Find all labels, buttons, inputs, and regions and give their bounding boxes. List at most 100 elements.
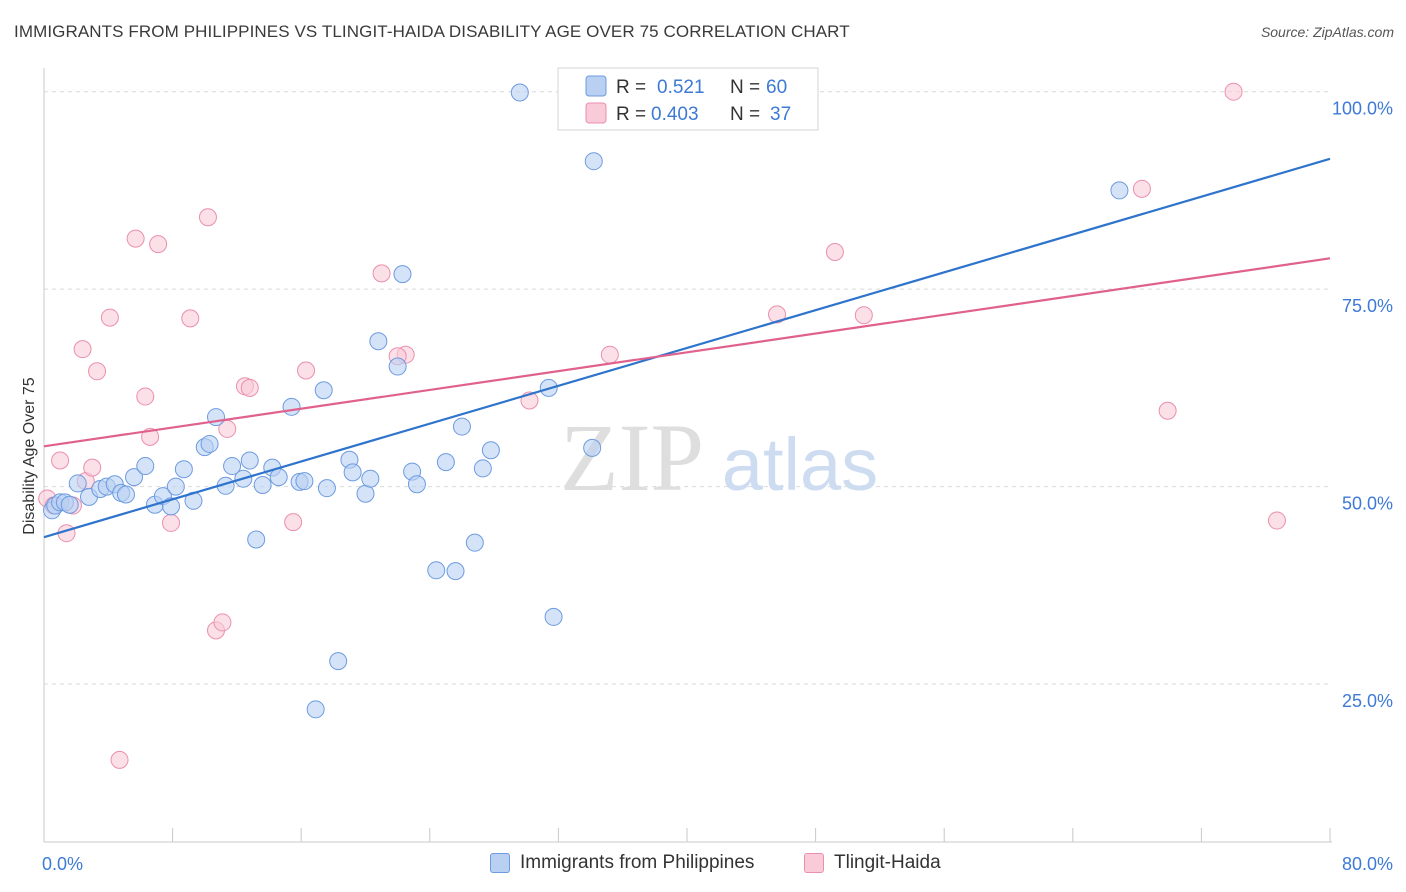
- legend-swatch-philippines: [490, 853, 510, 873]
- y-axis-label: Disability Age Over 75: [21, 377, 38, 535]
- philippines-point: [174, 460, 193, 479]
- philippines-point: [240, 451, 259, 470]
- philippines-point: [343, 463, 362, 482]
- legend-n-value-pink: 37: [770, 104, 791, 125]
- philippines-points: [43, 83, 1129, 719]
- legend-r-label-blue: R =: [616, 77, 646, 98]
- tlingit-haida-point: [213, 613, 232, 632]
- tlingit-haida-point: [100, 308, 119, 327]
- legend-item-tlingit-haida[interactable]: Tlingit-Haida: [804, 852, 941, 874]
- philippines-point: [452, 417, 471, 436]
- philippines-point: [583, 438, 602, 457]
- tick-labels: 25.0% 50.0% 75.0% 100.0% 0.0% 80.0%: [42, 99, 1393, 874]
- philippines-point: [247, 530, 266, 549]
- series-legend: Immigrants from Philippines Tlingit-Haid…: [0, 852, 1406, 878]
- philippines-point: [136, 457, 155, 476]
- tlingit-haida-point: [372, 264, 391, 283]
- y-tick-label: 100.0%: [1332, 99, 1393, 119]
- philippines-point: [116, 485, 135, 504]
- tlingit-haida-point: [181, 309, 200, 328]
- philippines-point: [356, 484, 375, 503]
- y-tick-label: 25.0%: [1342, 691, 1393, 711]
- tlingit-haida-point: [51, 451, 70, 470]
- philippines-point: [60, 495, 79, 514]
- legend-r-label-pink: R =: [616, 104, 646, 125]
- tlingit-haida-point: [768, 305, 787, 324]
- philippines-point: [282, 397, 301, 416]
- legend-item-philippines[interactable]: Immigrants from Philippines: [490, 852, 754, 874]
- legend-label-philippines: Immigrants from Philippines: [520, 852, 755, 873]
- philippines-point: [544, 607, 563, 626]
- tlingit-haida-point: [825, 243, 844, 262]
- x-tick-label: 80.0%: [1342, 854, 1393, 874]
- philippines-point: [388, 357, 407, 376]
- philippines-point: [68, 474, 87, 493]
- philippines-point: [314, 381, 333, 400]
- tlingit-haida-point: [110, 750, 129, 769]
- philippines-point: [317, 479, 336, 498]
- tlingit-haida-point: [136, 387, 155, 406]
- trend-lines: [43, 157, 1331, 539]
- philippines-point: [269, 468, 288, 487]
- y-tick-label: 50.0%: [1342, 494, 1393, 514]
- philippines-point: [295, 472, 314, 491]
- philippines-point: [473, 459, 492, 478]
- tlingit-haida-point: [854, 306, 873, 325]
- tlingit-haida-point: [284, 513, 303, 532]
- chart-title: IMMIGRANTS FROM PHILIPPINES VS TLINGIT-H…: [14, 22, 850, 41]
- philippines-point: [1110, 181, 1129, 200]
- legend-n-label-pink: N =: [730, 104, 760, 125]
- watermark: ZIP atlas: [560, 404, 878, 511]
- legend-swatch-blue: [585, 75, 607, 97]
- philippines-point: [125, 468, 144, 487]
- philippines-point: [306, 700, 325, 719]
- x-tick-label: 0.0%: [42, 854, 83, 874]
- tlingit-haida-point: [1158, 401, 1177, 420]
- philippines-point: [361, 469, 380, 488]
- philippines-point: [329, 652, 348, 671]
- philippines-point: [436, 453, 455, 472]
- watermark-zip: ZIP: [560, 404, 704, 511]
- correlation-legend: R = 0.521 N = 60 R = 0.403 N = 37: [557, 67, 819, 131]
- legend-n-label-blue: N =: [730, 77, 760, 98]
- legend-swatch-pink: [585, 102, 607, 124]
- philippines-point: [510, 83, 529, 102]
- tlingit-haida-point: [73, 340, 92, 359]
- tlingit-haida-trend-line: [43, 257, 1331, 448]
- axes: [43, 68, 1332, 843]
- tlingit-haida-point: [88, 362, 107, 381]
- legend-r-value-blue: 0.521: [657, 77, 705, 98]
- tlingit-haida-point: [297, 361, 316, 380]
- philippines-point: [223, 457, 242, 476]
- tlingit-haida-point: [126, 229, 145, 248]
- tlingit-haida-point: [161, 513, 180, 532]
- source-credit: Source: ZipAtlas.com: [1260, 24, 1394, 40]
- philippines-point: [446, 562, 465, 581]
- philippines-point: [253, 476, 272, 495]
- philippines-point: [481, 441, 500, 460]
- legend-n-value-blue: 60: [766, 77, 787, 98]
- philippines-point: [393, 265, 412, 284]
- tlingit-haida-point: [83, 458, 102, 477]
- legend-r-value-pink: 0.403: [651, 104, 699, 125]
- tlingit-haida-point: [1132, 179, 1151, 198]
- philippines-point: [200, 434, 219, 453]
- legend-swatch-tlingit-haida: [804, 853, 824, 873]
- tlingit-haida-point: [198, 208, 217, 227]
- philippines-point: [407, 475, 426, 494]
- legend-label-tlingit-haida: Tlingit-Haida: [834, 852, 941, 873]
- philippines-point: [584, 152, 603, 171]
- philippines-point: [166, 477, 185, 496]
- philippines-trend-line: [43, 157, 1331, 539]
- tlingit-haida-point: [600, 345, 619, 364]
- philippines-point: [369, 332, 388, 351]
- philippines-point: [427, 561, 446, 580]
- tlingit-haida-point: [141, 427, 160, 446]
- watermark-atlas: atlas: [722, 423, 878, 506]
- tlingit-haida-point: [240, 378, 259, 397]
- tlingit-haida-point: [1224, 82, 1243, 101]
- y-tick-label: 75.0%: [1342, 296, 1393, 316]
- philippines-point: [465, 533, 484, 552]
- tlingit-haida-point: [149, 235, 168, 254]
